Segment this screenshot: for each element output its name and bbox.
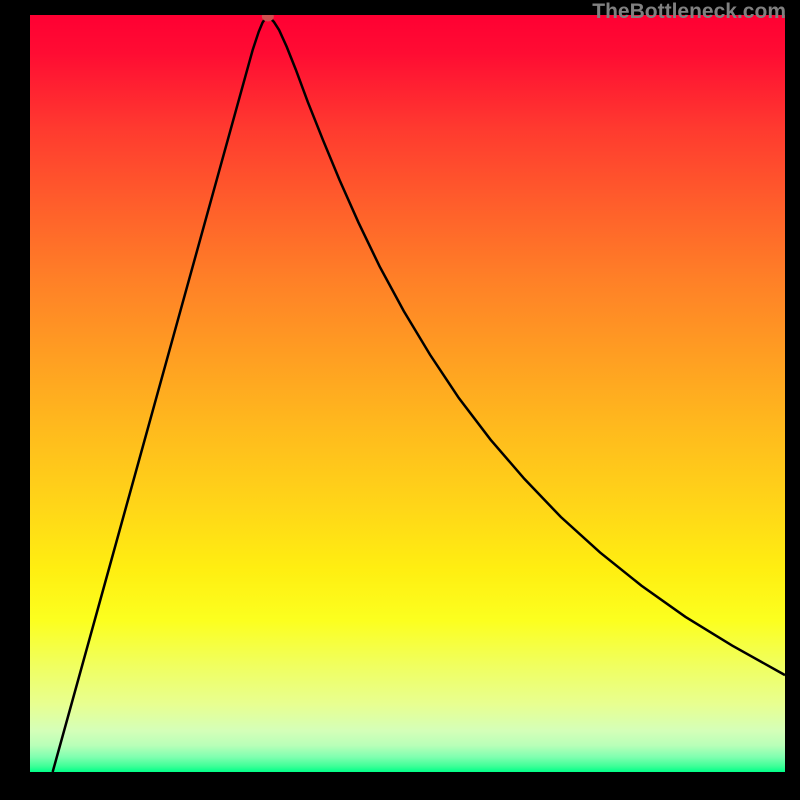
watermark-text: TheBottleneck.com <box>592 0 786 24</box>
plot-area <box>30 15 785 772</box>
bottleneck-curve <box>30 15 785 772</box>
chart-container: TheBottleneck.com <box>0 0 800 800</box>
